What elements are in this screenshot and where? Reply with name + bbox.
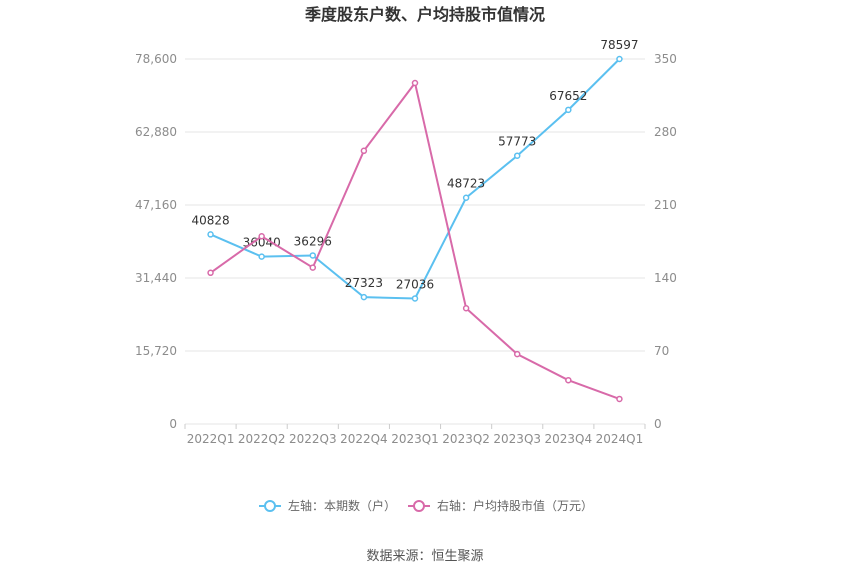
left-tick-label: 78,600 <box>135 52 177 66</box>
legend-item[interactable]: 右轴：户均持股市值（万元） <box>408 498 593 513</box>
x-axis: 2022Q1 2022Q2 2022Q3 2022Q4 2023Q1 2023Q2 2023… <box>184 424 646 446</box>
data-label: 57773 <box>498 135 536 149</box>
data-point <box>411 295 419 302</box>
left-axis: 0 15,720 31,440 47,160 62,880 78,600 <box>135 52 177 431</box>
data-label: 36040 <box>243 236 281 250</box>
data-label: 67652 <box>549 89 587 103</box>
left-tick-label: 0 <box>169 417 177 431</box>
data-point <box>513 152 521 159</box>
right-tick-label: 140 <box>654 271 677 285</box>
data-label: 27036 <box>396 277 434 291</box>
data-point <box>565 376 572 384</box>
legend-marker-icon <box>413 500 425 512</box>
data-point <box>258 253 265 260</box>
right-axis: 0 70 140 210 280 350 <box>654 52 677 431</box>
legend-item[interactable]: 左轴：本期数（户） <box>259 498 396 513</box>
series-right <box>207 79 623 403</box>
data-point <box>207 269 214 277</box>
data-point <box>207 231 214 238</box>
data-point <box>360 147 368 155</box>
data-point <box>309 252 317 259</box>
legend-label: 右轴：户均持股市值（万元） <box>437 498 593 513</box>
x-tick-label: 2022Q3 <box>289 432 337 446</box>
data-point <box>462 194 470 201</box>
data-point <box>565 106 572 114</box>
data-label: 48723 <box>447 177 485 191</box>
data-point <box>360 293 368 301</box>
x-tick-label: 2022Q4 <box>340 432 388 446</box>
data-source: 数据来源：恒生聚源 <box>366 549 483 564</box>
left-tick-label: 31,440 <box>135 271 177 285</box>
x-tick-label: 2024Q1 <box>596 432 644 446</box>
data-point <box>616 55 623 63</box>
right-tick-label: 70 <box>654 344 669 358</box>
grid-lines <box>185 58 645 425</box>
left-tick-label: 15,720 <box>135 344 177 358</box>
left-tick-label: 47,160 <box>135 198 177 212</box>
legend[interactable]: 左轴：本期数（户） 右轴：户均持股市值（万元） <box>259 498 593 513</box>
data-label: 78597 <box>600 38 638 52</box>
right-tick-label: 0 <box>654 417 662 431</box>
data-label: 40828 <box>191 213 229 227</box>
data-point <box>411 79 419 87</box>
chart-title: 季度股东户数、户均持股市值情况 <box>304 5 545 24</box>
x-tick-label: 2022Q1 <box>187 432 235 446</box>
data-point <box>309 264 317 271</box>
x-tick-label: 2023Q4 <box>545 432 593 446</box>
x-tick-label: 2023Q3 <box>493 432 541 446</box>
right-tick-label: 210 <box>654 198 677 212</box>
right-tick-label: 350 <box>654 52 677 66</box>
data-label: 27323 <box>345 276 383 290</box>
legend-label: 左轴：本期数（户） <box>288 498 396 513</box>
data-point <box>513 350 521 358</box>
left-tick-label: 62,880 <box>135 125 177 139</box>
legend-marker-icon <box>264 500 276 512</box>
x-tick-label: 2023Q2 <box>442 432 490 446</box>
data-point <box>462 304 470 312</box>
x-tick-label: 2022Q2 <box>238 432 286 446</box>
data-point <box>258 233 265 240</box>
right-tick-label: 280 <box>654 125 677 139</box>
x-tick-label: 2023Q1 <box>391 432 439 446</box>
data-point <box>616 395 623 403</box>
